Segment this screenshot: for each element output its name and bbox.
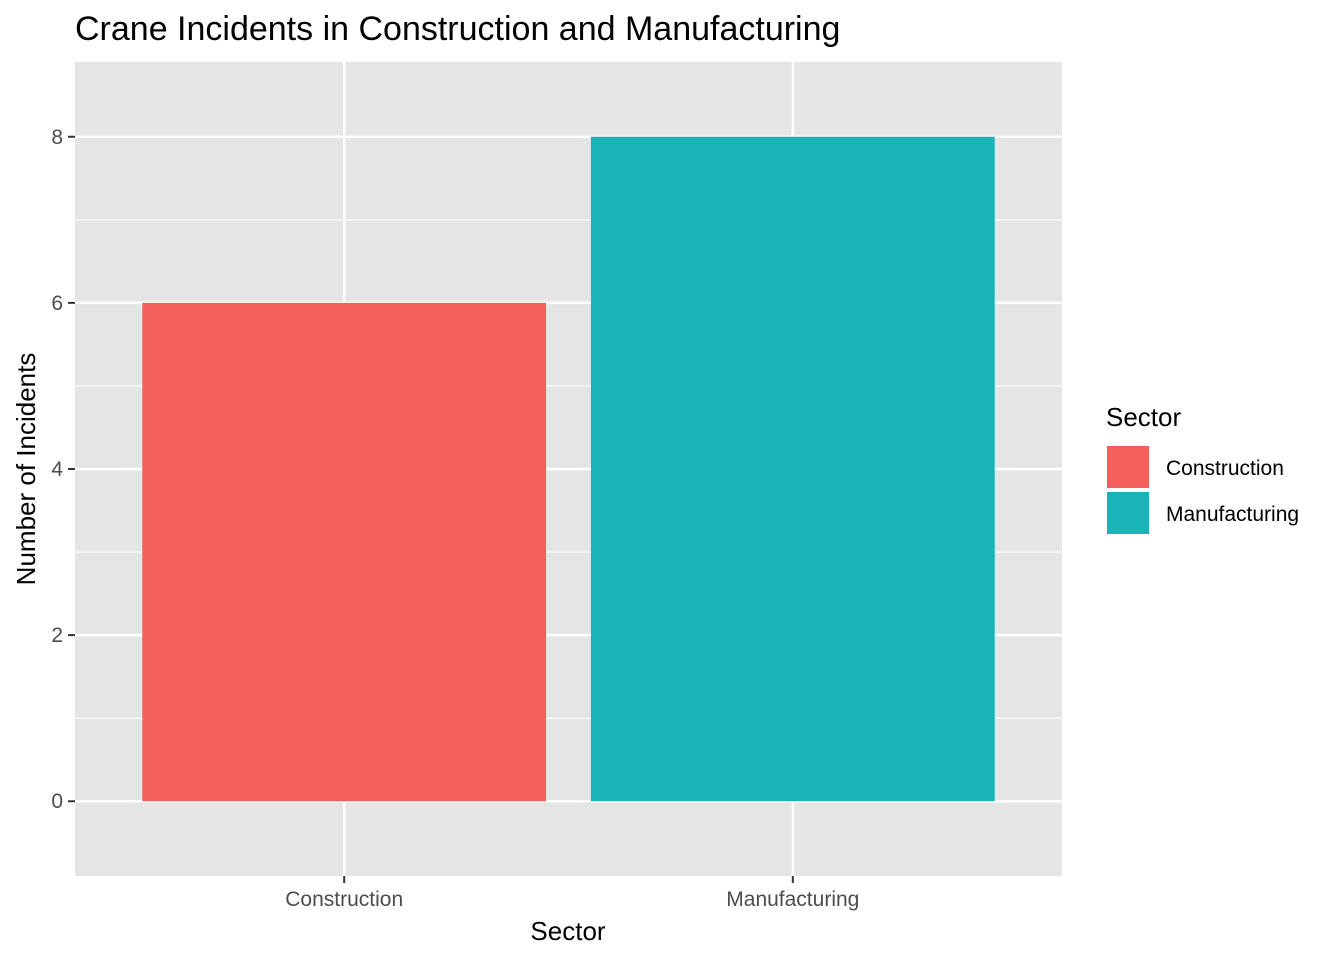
legend-swatch-manufacturing xyxy=(1105,490,1151,536)
chart-title: Crane Incidents in Construction and Manu… xyxy=(75,10,840,48)
legend-entries: Construction Manufacturing xyxy=(1105,444,1299,536)
bar-manufacturing xyxy=(590,136,995,802)
legend-label-manufacturing: Manufacturing xyxy=(1166,503,1299,526)
legend: Sector Construction Manufacturing xyxy=(1105,402,1299,536)
y-tick-label: 4 xyxy=(51,458,63,481)
y-tick-label: 2 xyxy=(51,624,63,647)
x-tick-label: Manufacturing xyxy=(726,888,859,911)
legend-swatch-construction xyxy=(1105,444,1151,490)
legend-title: Sector xyxy=(1106,402,1181,432)
x-axis: Construction Manufacturing xyxy=(285,876,859,911)
bar-construction xyxy=(142,302,547,802)
y-axis-title: Number of Incidents xyxy=(11,353,41,586)
y-tick-label: 6 xyxy=(51,292,63,315)
y-axis: 0 2 4 6 8 xyxy=(51,126,75,813)
bars xyxy=(142,136,995,802)
x-tick-label: Construction xyxy=(285,888,403,911)
y-tick-label: 8 xyxy=(51,126,63,149)
y-tick-label: 0 xyxy=(51,790,63,813)
legend-label-construction: Construction xyxy=(1166,457,1284,480)
x-axis-title: Sector xyxy=(530,916,605,946)
